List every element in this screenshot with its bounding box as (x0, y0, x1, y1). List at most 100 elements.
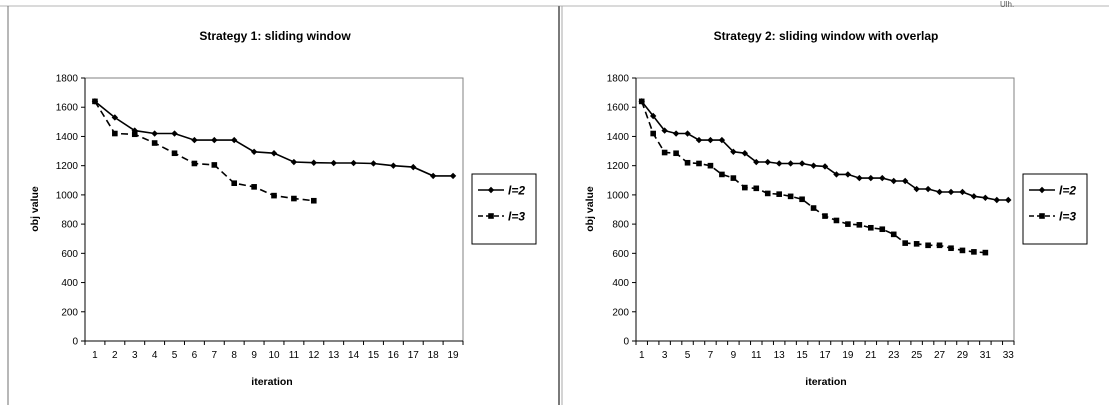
data-point (844, 171, 852, 178)
data-point (730, 175, 737, 181)
data-point (822, 213, 828, 219)
x-axis-label: iteration (251, 376, 292, 388)
chart-title: Strategy 1: sliding window (199, 29, 351, 43)
data-point (171, 130, 178, 137)
data-point (924, 185, 932, 193)
x-tick-label: 3 (662, 350, 668, 361)
data-point (131, 131, 138, 138)
data-point (833, 171, 840, 178)
data-point (638, 98, 645, 105)
data-point (833, 217, 840, 224)
plot-area (84, 77, 464, 342)
y-tick-label: 1600 (56, 103, 79, 114)
y-tick-label: 1800 (607, 74, 630, 85)
data-point (707, 136, 714, 144)
data-point (211, 162, 218, 168)
data-point (856, 222, 863, 228)
x-tick-label: 7 (708, 350, 714, 361)
x-tick-label: 13 (328, 350, 340, 361)
data-point (959, 247, 966, 254)
data-point (936, 188, 943, 196)
legend-label-2: l=3 (508, 210, 525, 224)
x-tick-label: 17 (819, 350, 831, 361)
data-point (810, 162, 817, 169)
data-point (672, 130, 680, 137)
data-point (902, 240, 908, 246)
data-point (879, 226, 886, 233)
x-tick-label: 23 (888, 350, 900, 361)
y-tick-label: 1000 (56, 190, 79, 201)
data-point (449, 172, 457, 180)
data-point (250, 148, 258, 155)
x-tick-label: 13 (774, 350, 786, 361)
data-point (982, 249, 989, 256)
data-point (112, 130, 118, 137)
y-tick-label: 1600 (607, 103, 630, 114)
data-point (661, 149, 668, 156)
data-point (191, 136, 198, 144)
data-point (913, 241, 920, 247)
data-point (959, 188, 966, 196)
data-point (775, 160, 783, 167)
data-point (948, 245, 954, 252)
series-line-2 (640, 101, 986, 254)
x-tick-label: 15 (368, 350, 380, 361)
x-tick-label: 16 (388, 350, 400, 361)
data-point (982, 194, 989, 202)
x-tick-label: 5 (685, 350, 691, 361)
x-tick-label: 1 (92, 350, 98, 361)
y-tick-label: 800 (612, 220, 629, 231)
data-point (901, 177, 909, 185)
data-point (650, 130, 656, 137)
x-tick-label: 9 (251, 350, 257, 361)
x-tick-label: 19 (842, 350, 854, 361)
data-point (890, 231, 897, 238)
data-point (868, 224, 874, 231)
chart-strategy-2: Strategy 2: sliding window with overlap … (584, 29, 1088, 388)
legend-label-2: l=3 (1059, 210, 1076, 224)
x-tick-label: 29 (957, 350, 969, 361)
y-tick-label: 1200 (56, 161, 79, 172)
data-point (993, 196, 1001, 204)
data-point (231, 136, 238, 144)
data-point (695, 136, 703, 144)
y-tick-label: 400 (612, 278, 629, 289)
data-point (764, 190, 771, 197)
data-point (350, 159, 357, 167)
y-tick-label: 600 (61, 249, 78, 260)
x-tick-label: 15 (797, 350, 809, 361)
chart-title: Strategy 2: sliding window with overlap (714, 29, 939, 43)
data-point (649, 112, 657, 120)
x-tick-label: 4 (152, 350, 158, 361)
series-line-1 (94, 100, 454, 177)
data-point (684, 159, 691, 166)
y-tick-label: 1400 (56, 132, 79, 143)
x-tick-label: 14 (348, 350, 360, 361)
x-tick-label: 2 (112, 350, 118, 361)
y-tick-label: 0 (623, 337, 629, 348)
data-point (696, 160, 702, 167)
data-point (890, 177, 897, 185)
data-point (845, 221, 851, 227)
y-tick-label: 200 (61, 307, 78, 318)
data-point (925, 242, 931, 249)
y-tick-label: 1800 (56, 74, 79, 85)
y-tick-label: 1000 (607, 190, 630, 201)
legend-marker (1039, 213, 1045, 219)
data-point (970, 193, 978, 200)
data-point (707, 162, 714, 169)
data-point (429, 172, 437, 180)
data-point (787, 193, 794, 200)
data-point (171, 150, 178, 157)
data-point (799, 196, 805, 203)
data-point (821, 163, 829, 170)
data-point (251, 184, 257, 190)
series-line-1 (641, 100, 1009, 201)
data-point (742, 184, 748, 191)
data-point (330, 159, 337, 167)
data-point (856, 174, 863, 182)
y-tick-label: 1400 (607, 132, 630, 143)
corner-label: Ulh. (1000, 0, 1014, 9)
data-point (764, 158, 771, 166)
chart-strategy-1: Strategy 1: sliding window iteration obj… (29, 29, 537, 388)
